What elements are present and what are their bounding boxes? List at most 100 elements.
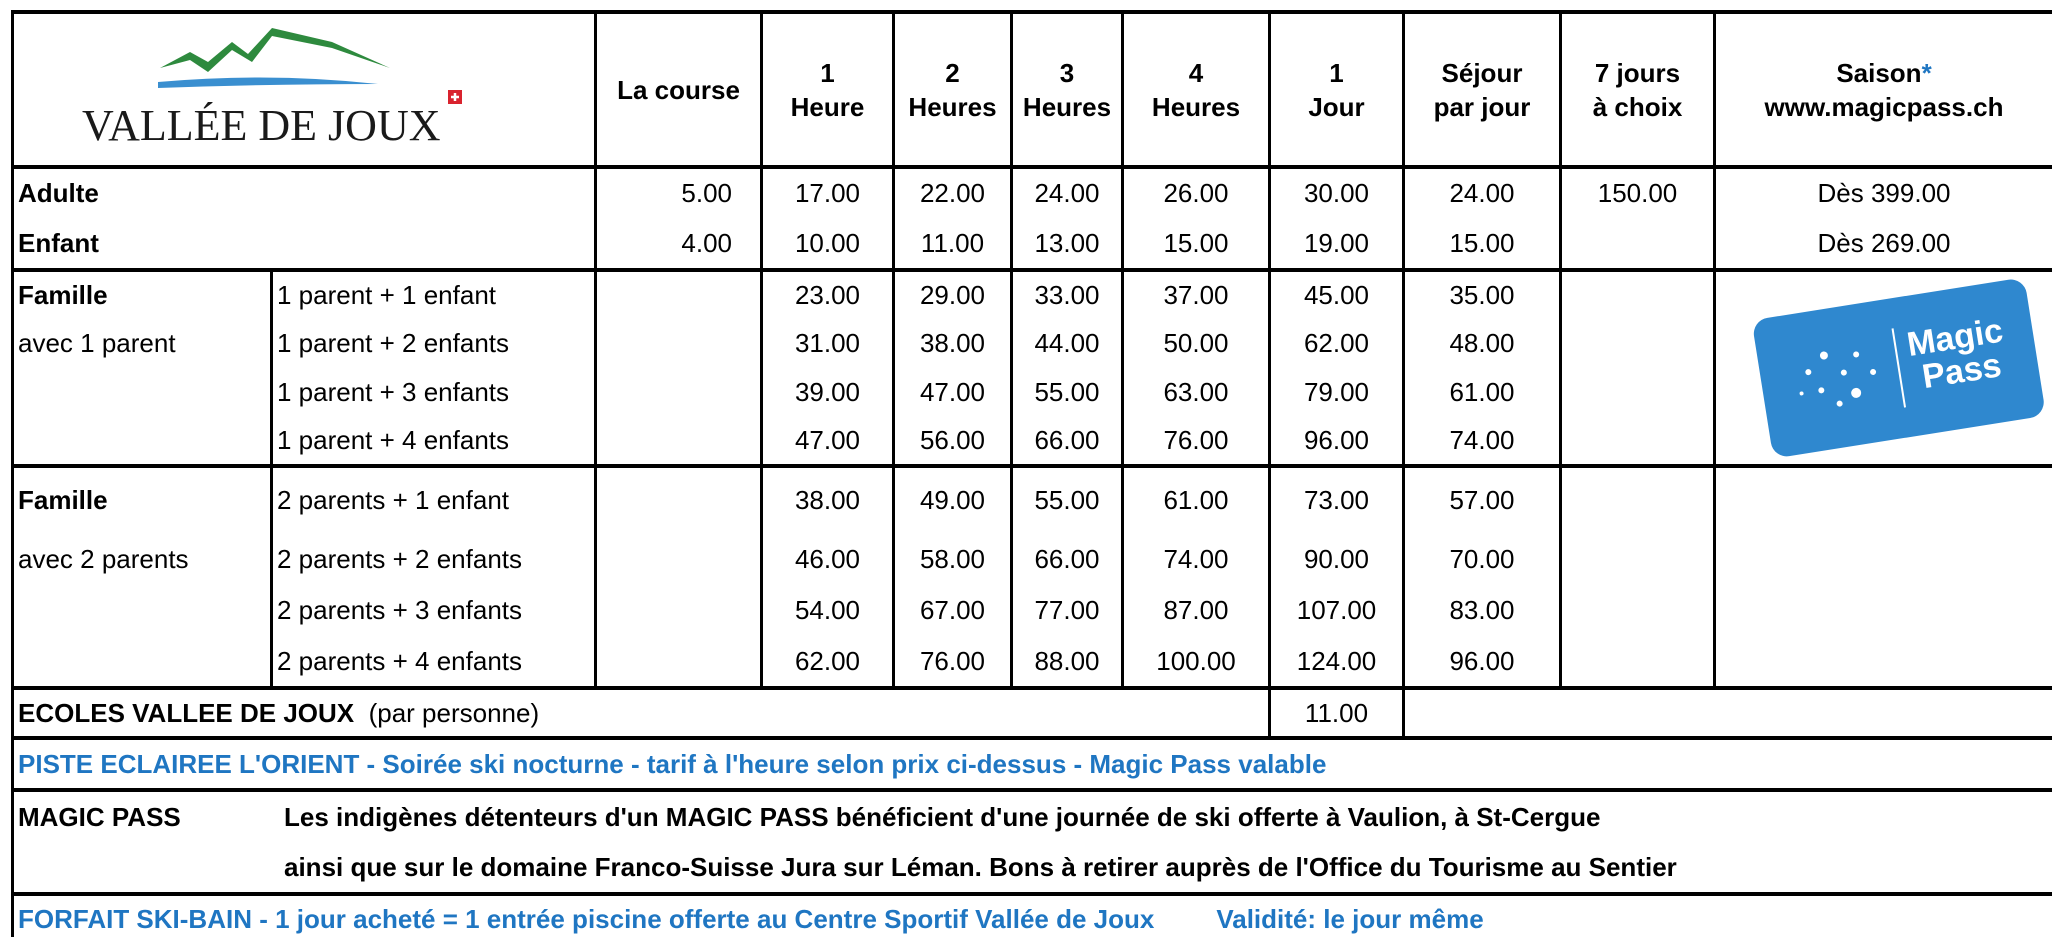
column-header: Heures bbox=[1023, 92, 1111, 122]
column-header: 7 jours bbox=[1595, 58, 1680, 88]
column-header: 1 bbox=[1329, 58, 1343, 88]
page: La course1Heure2Heures3Heures4Heures1Jou… bbox=[0, 0, 2052, 937]
table-cell bbox=[596, 270, 762, 319]
table-cell bbox=[596, 319, 762, 368]
table-cell bbox=[13, 585, 272, 636]
table-cell: 48.00 bbox=[1404, 319, 1561, 368]
table-cell: 77.00 bbox=[1012, 585, 1123, 636]
magic-pass-label: MAGIC PASS bbox=[18, 792, 284, 892]
table-row: MAGIC PASSLes indigènes détenteurs d'un … bbox=[13, 790, 2052, 894]
table-cell: avec 1 parent bbox=[13, 319, 272, 368]
table-cell: 1 parent + 3 enfants bbox=[272, 368, 596, 417]
table-cell: FORFAIT SKI-BAIN - 1 jour acheté = 1 ent… bbox=[13, 894, 2052, 937]
table-cell: Dès 269.00 bbox=[1715, 218, 2052, 270]
table-cell: 19.00 bbox=[1270, 218, 1404, 270]
table-cell: 2 parents + 1 enfant bbox=[272, 466, 596, 533]
table-cell: 26.00 bbox=[1123, 167, 1270, 218]
table-cell bbox=[13, 417, 272, 466]
table-cell: 10.00 bbox=[762, 218, 894, 270]
table-cell bbox=[596, 417, 762, 466]
magic-pass-text: Les indigènes détenteurs d'un MAGIC PASS… bbox=[284, 792, 1677, 892]
asterisk: * bbox=[1922, 58, 1932, 88]
table-cell: 45.00 bbox=[1270, 270, 1404, 319]
table-cell: Famille bbox=[13, 466, 272, 533]
table-cell: 47.00 bbox=[762, 417, 894, 466]
table-cell: 2 parents + 4 enfants bbox=[272, 636, 596, 688]
table-cell: 87.00 bbox=[1123, 585, 1270, 636]
table-cell: 54.00 bbox=[762, 585, 894, 636]
table-cell: 3 Heures bbox=[1012, 12, 1123, 167]
column-header: Heure bbox=[791, 92, 865, 122]
column-header: 2 bbox=[945, 58, 959, 88]
table-cell: 37.00 bbox=[1123, 270, 1270, 319]
schools-note: (par personne) bbox=[369, 698, 540, 728]
table-cell bbox=[1561, 466, 1715, 688]
table-cell: 11.00 bbox=[894, 218, 1012, 270]
table-cell: 70.00 bbox=[1404, 533, 1561, 585]
table-cell: 150.00 bbox=[1561, 167, 1715, 218]
table-cell: 96.00 bbox=[1270, 417, 1404, 466]
table-cell: 31.00 bbox=[762, 319, 894, 368]
table-cell: 74.00 bbox=[1404, 417, 1561, 466]
table-cell: 35.00 bbox=[1404, 270, 1561, 319]
table-cell: Enfant bbox=[13, 218, 596, 270]
table-cell: MAGIC PASSLes indigènes détenteurs d'un … bbox=[13, 790, 2052, 894]
table-cell: 61.00 bbox=[1404, 368, 1561, 417]
table-cell: Dès 399.00 bbox=[1715, 167, 2052, 218]
table-cell: 66.00 bbox=[1012, 533, 1123, 585]
table-cell: 63.00 bbox=[1123, 368, 1270, 417]
column-header: Séjour bbox=[1442, 58, 1523, 88]
table-cell: 49.00 bbox=[894, 466, 1012, 533]
column-header: par jour bbox=[1434, 92, 1531, 122]
table-cell: 5.00 bbox=[596, 167, 762, 218]
table-cell bbox=[1404, 688, 2052, 738]
table-row: PISTE ECLAIREE L'ORIENT - Soirée ski noc… bbox=[13, 738, 2052, 790]
table-cell: 61.00 bbox=[1123, 466, 1270, 533]
table-cell bbox=[1561, 270, 1715, 466]
table-cell: La course bbox=[596, 12, 762, 167]
table-cell: 88.00 bbox=[1012, 636, 1123, 688]
table-cell: 33.00 bbox=[1012, 270, 1123, 319]
table-cell bbox=[596, 636, 762, 688]
table-cell bbox=[1561, 218, 1715, 270]
table-cell: 24.00 bbox=[1404, 167, 1561, 218]
table-cell: 1 parent + 4 enfants bbox=[272, 417, 596, 466]
table-cell: Séjour par jour bbox=[1404, 12, 1561, 167]
table-cell: 46.00 bbox=[762, 533, 894, 585]
column-header: à choix bbox=[1593, 92, 1683, 122]
table-cell: 1Jour bbox=[1270, 12, 1404, 167]
table-cell: 100.00 bbox=[1123, 636, 1270, 688]
logo: VALLÉE DE JOUX bbox=[60, 14, 480, 154]
table-cell: 15.00 bbox=[1123, 218, 1270, 270]
table-cell: 62.00 bbox=[1270, 319, 1404, 368]
table-cell: 7 jours à choix bbox=[1561, 12, 1715, 167]
table-cell: 38.00 bbox=[762, 466, 894, 533]
table-cell bbox=[596, 533, 762, 585]
table-cell: 66.00 bbox=[1012, 417, 1123, 466]
table-cell: 23.00 bbox=[762, 270, 894, 319]
table-cell: 38.00 bbox=[894, 319, 1012, 368]
table-cell: Saison*www.magicpass.ch bbox=[1715, 12, 2052, 167]
table-cell: 44.00 bbox=[1012, 319, 1123, 368]
table-cell: 4.00 bbox=[596, 218, 762, 270]
validity: Validité: le jour même bbox=[1216, 904, 1483, 934]
table-cell: 47.00 bbox=[894, 368, 1012, 417]
column-header: 3 bbox=[1060, 58, 1074, 88]
table-cell: Famille bbox=[13, 270, 272, 319]
column-header: Saison bbox=[1836, 58, 1921, 88]
table-cell: 76.00 bbox=[894, 636, 1012, 688]
table-cell: 124.00 bbox=[1270, 636, 1404, 688]
table-cell: 1 parent + 2 enfants bbox=[272, 319, 596, 368]
table-cell: 50.00 bbox=[1123, 319, 1270, 368]
table-cell: 1Heure bbox=[762, 12, 894, 167]
table-cell: 73.00 bbox=[1270, 466, 1404, 533]
table-cell: 17.00 bbox=[762, 167, 894, 218]
table-cell: 55.00 bbox=[1012, 466, 1123, 533]
table-cell: 39.00 bbox=[762, 368, 894, 417]
table-cell: Adulte bbox=[13, 167, 596, 218]
ski-bath-text: FORFAIT SKI-BAIN - 1 jour acheté = 1 ent… bbox=[18, 904, 1154, 934]
column-header: Heures bbox=[908, 92, 996, 122]
table-cell: 90.00 bbox=[1270, 533, 1404, 585]
table-cell: 2 Heures bbox=[894, 12, 1012, 167]
